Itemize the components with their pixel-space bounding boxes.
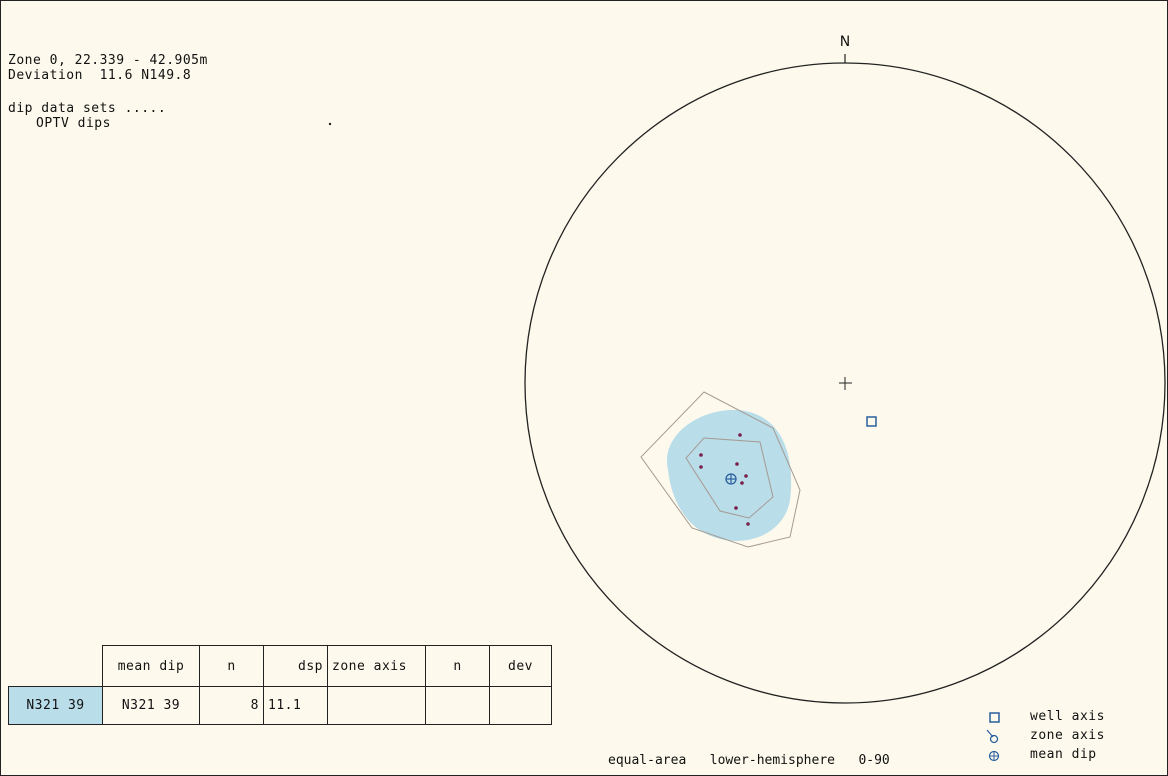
legend-mean-dip-label: mean dip bbox=[1030, 747, 1097, 762]
density-fill bbox=[666, 409, 792, 541]
header-mean-dip: mean dip bbox=[102, 645, 200, 687]
stats-table: mean dip n dsp zone axis n dev N321 39 N… bbox=[8, 645, 552, 725]
mean-dip-marker bbox=[725, 473, 737, 485]
header-dsp: dsp bbox=[263, 645, 328, 687]
header-n: n bbox=[199, 645, 264, 687]
stats-data-row: N321 39 N321 39 8 11.1 bbox=[8, 686, 552, 725]
mean-dip-cell: N321 39 bbox=[102, 686, 200, 725]
set-cell[interactable]: N321 39 bbox=[8, 686, 103, 725]
header-dev: dev bbox=[489, 645, 552, 687]
dsp-cell: 11.1 bbox=[263, 686, 328, 725]
dev-cell bbox=[489, 686, 552, 725]
pole-point bbox=[735, 462, 739, 466]
pole-point bbox=[746, 522, 750, 526]
pole-point bbox=[738, 433, 742, 437]
header-zone-axis: zone axis bbox=[327, 645, 426, 687]
n-zone-cell bbox=[425, 686, 490, 725]
pole-point bbox=[734, 506, 738, 510]
center-cross-icon bbox=[839, 377, 852, 390]
stats-header-row: mean dip n dsp zone axis n dev bbox=[8, 645, 552, 687]
pole-point bbox=[699, 465, 703, 469]
north-label: N bbox=[840, 34, 850, 50]
header-n-zone: n bbox=[425, 645, 490, 687]
pole-points bbox=[699, 433, 750, 526]
zone-label: Zone 0, 22.339 - 42.905m bbox=[8, 53, 208, 68]
square-icon bbox=[989, 712, 1000, 723]
set-name-label: OPTV dips bbox=[36, 116, 111, 131]
deviation-label: Deviation 11.6 N149.8 bbox=[8, 68, 192, 83]
pole-point bbox=[699, 453, 703, 457]
zone-axis-icon bbox=[986, 729, 999, 744]
outer-contour bbox=[640, 391, 801, 548]
legend-zone-axis-label: zone axis bbox=[1030, 728, 1105, 743]
set-marker-dot bbox=[328, 122, 332, 126]
zone-axis-cell bbox=[327, 686, 426, 725]
blank-header-cell bbox=[8, 645, 103, 687]
pole-point bbox=[744, 474, 748, 478]
well-axis-marker bbox=[866, 416, 877, 427]
pole-point bbox=[740, 481, 744, 485]
circle-cross-icon bbox=[988, 750, 1000, 762]
legend-well-axis-label: well axis bbox=[1030, 709, 1105, 724]
projection-label: equal-area lower-hemisphere 0-90 bbox=[608, 753, 890, 768]
dip-data-sets-label: dip data sets ..... bbox=[8, 101, 167, 116]
n-cell: 8 bbox=[199, 686, 264, 725]
inner-contour bbox=[685, 437, 774, 519]
